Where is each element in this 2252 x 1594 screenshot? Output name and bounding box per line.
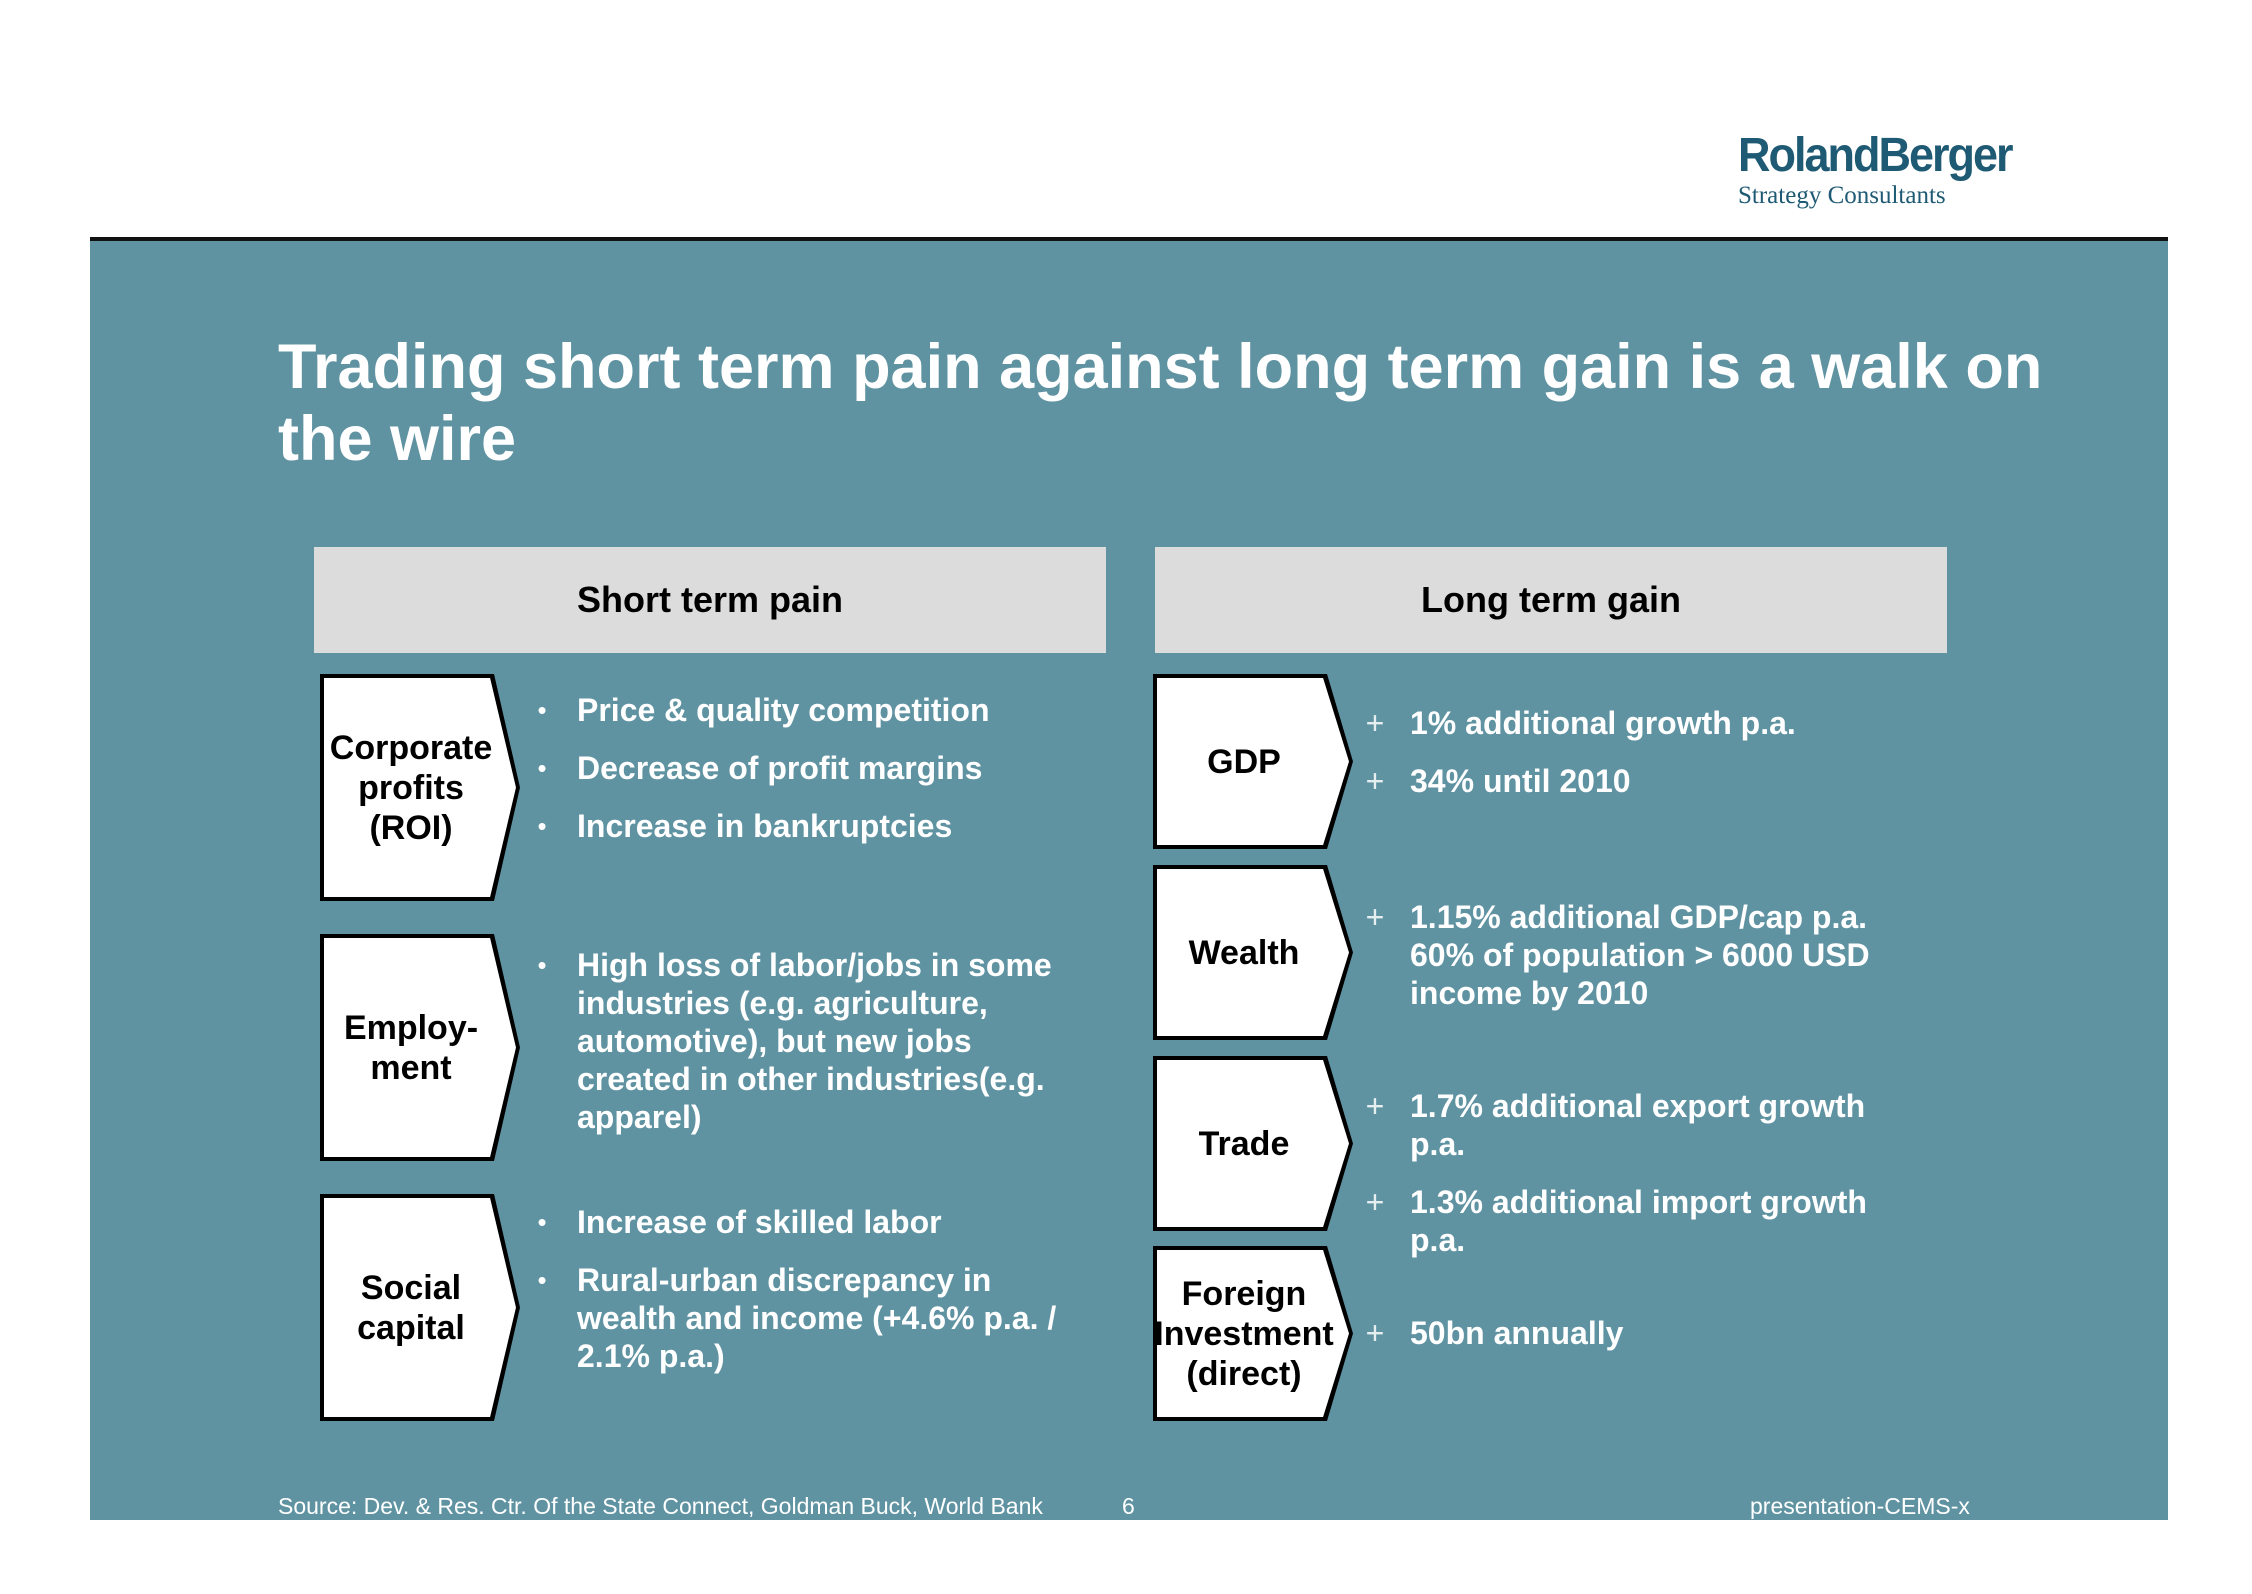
- corporate-profits-label: Corporate profits (ROI): [324, 678, 516, 897]
- plus-marker: +: [1365, 1184, 1385, 1220]
- long-term-gain-header: Long term gain: [1155, 547, 1947, 653]
- logo-subtitle: Strategy Consultants: [1738, 182, 1946, 209]
- page-number: 6: [1122, 1493, 1135, 1519]
- plus-marker: +: [1365, 763, 1385, 799]
- bullet-marker: •: [537, 753, 547, 783]
- gdp-label: GDP: [1157, 678, 1349, 845]
- plus-marker: +: [1365, 899, 1385, 935]
- plus-marker: +: [1365, 1315, 1385, 1351]
- wealth-list: +1.15% additional GDP/cap p.a. 60% of po…: [1360, 898, 1920, 1032]
- content-panel: Trading short term pain against long ter…: [90, 237, 2168, 1520]
- wealth-label: Wealth: [1157, 869, 1349, 1036]
- list-item: • Increase in bankruptcies: [527, 807, 1087, 845]
- employment-list: • High loss of labor/jobs in some industr…: [527, 946, 1087, 1156]
- document-id: presentation-CEMS-x: [1750, 1493, 1970, 1519]
- social-capital-label-box: Social capital: [320, 1194, 520, 1421]
- list-item: +1.3% additional import growth p.a.: [1360, 1183, 1920, 1259]
- employment-label: Employ- ment: [324, 938, 516, 1157]
- plus-marker: +: [1365, 1088, 1385, 1124]
- trade-label-box: Trade: [1153, 1056, 1353, 1231]
- list-item: • Rural-urban discrepancy in wealth and i…: [527, 1261, 1087, 1375]
- wealth-label-box: Wealth: [1153, 865, 1353, 1040]
- employment-label-box: Employ- ment: [320, 934, 520, 1161]
- corporate-profits-label-box: Corporate profits (ROI): [320, 674, 520, 901]
- plus-marker: +: [1365, 705, 1385, 741]
- list-item: • Increase of skilled labor: [527, 1203, 1087, 1241]
- short-term-pain-header: Short term pain: [314, 547, 1106, 653]
- bullet-marker: •: [537, 950, 547, 980]
- social-capital-list: • Increase of skilled labor • Rural-urban …: [527, 1203, 1087, 1395]
- list-item: • Price & quality competition: [527, 691, 1087, 729]
- foreign-investment-label: Foreign Investment (direct): [1157, 1250, 1349, 1417]
- list-item: +34% until 2010: [1360, 762, 1920, 800]
- slide-title: Trading short term pain against long ter…: [278, 332, 2043, 474]
- social-capital-label: Social capital: [324, 1198, 516, 1417]
- bullet-marker: •: [537, 1265, 547, 1295]
- foreign-investment-label-box: Foreign Investment (direct): [1153, 1246, 1353, 1421]
- list-item: +1.15% additional GDP/cap p.a. 60% of po…: [1360, 898, 1920, 1012]
- trade-list: +1.7% additional export growth p.a. +1.3…: [1360, 1087, 1920, 1279]
- bullet-marker: •: [537, 1207, 547, 1237]
- bullet-marker: •: [537, 695, 547, 725]
- list-item: +1.7% additional export growth p.a.: [1360, 1087, 1920, 1163]
- corporate-profits-list: • Price & quality competition • Decrease o…: [527, 691, 1087, 865]
- gdp-label-box: GDP: [1153, 674, 1353, 849]
- list-item: • Decrease of profit margins: [527, 749, 1087, 787]
- roland-berger-logo: RolandBerger Strategy Consultants: [1738, 126, 2014, 210]
- logo-brand: RolandBerger: [1738, 126, 2014, 182]
- list-item: +50bn annually: [1360, 1314, 1920, 1352]
- trade-label: Trade: [1157, 1060, 1349, 1227]
- foreign-investment-list: +50bn annually: [1360, 1314, 1920, 1372]
- source-note: Source: Dev. & Res. Ctr. Of the State Co…: [278, 1493, 1043, 1519]
- list-item: +1% additional growth p.a.: [1360, 704, 1920, 742]
- list-item: • High loss of labor/jobs in some industr…: [527, 946, 1087, 1136]
- bullet-marker: •: [537, 811, 547, 841]
- gdp-list: +1% additional growth p.a. +34% until 20…: [1360, 704, 1920, 820]
